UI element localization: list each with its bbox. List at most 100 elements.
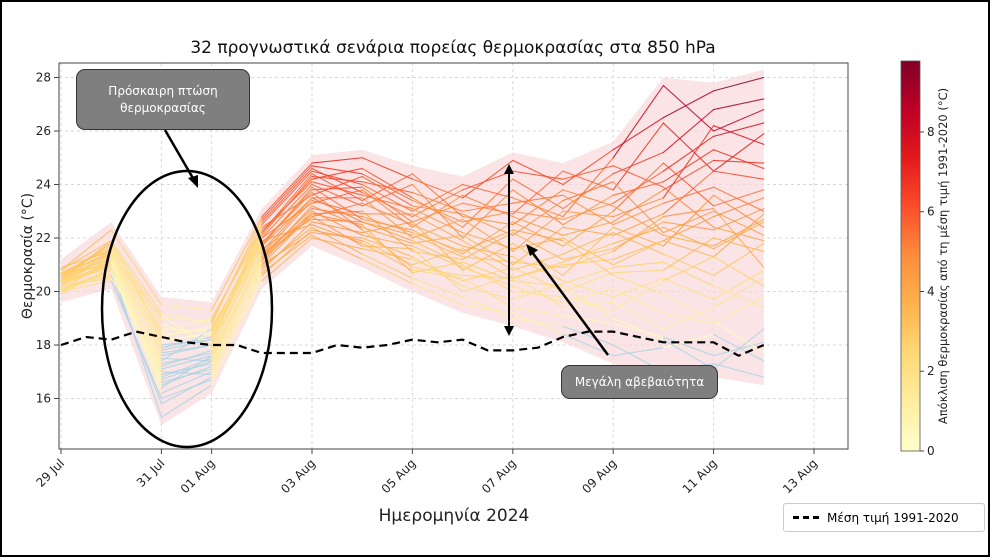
member-segment (612, 317, 664, 341)
member-segment (462, 202, 514, 212)
dip-highlight-ellipse (100, 169, 274, 449)
x-tick-label: 05 Aug (379, 456, 419, 496)
ensemble-member-12 (60, 237, 765, 418)
member-segment (612, 280, 664, 311)
member-segment (713, 170, 765, 180)
member-segment (562, 315, 614, 325)
member-segment (612, 84, 664, 159)
member-segment (261, 216, 313, 260)
member-segment (662, 339, 715, 370)
member-segment (662, 170, 715, 215)
member-segment (261, 226, 313, 268)
member-segment (713, 210, 765, 236)
member-segment (512, 261, 564, 279)
member-segment (261, 181, 313, 231)
member-segment (462, 178, 514, 228)
member-segment (411, 266, 464, 277)
member-segment (562, 242, 614, 263)
member-segment (662, 135, 715, 172)
member-segment (713, 221, 765, 250)
member-segment (60, 242, 112, 277)
member-segment (110, 269, 162, 381)
member-segment (361, 167, 413, 199)
member-segment (612, 189, 664, 223)
member-segment (562, 288, 614, 303)
member-segment (311, 226, 363, 255)
x-tick-label: 03 Aug (278, 456, 318, 496)
legend-label: Μέση τιμή 1991-2020 (827, 510, 959, 525)
colorbar-label: Απόκλιση θερμοκρασίας από τη μέση τιμή 1… (936, 88, 950, 424)
member-segment (311, 224, 363, 244)
member-segment (462, 189, 514, 239)
dip-arrow (163, 129, 196, 181)
member-segment (462, 221, 514, 255)
member-segment (110, 264, 162, 370)
member-segment (311, 216, 363, 247)
member-segment (612, 277, 664, 298)
member-segment (311, 232, 363, 239)
member-segment (211, 224, 263, 322)
member-segment (562, 181, 614, 202)
member-segment (662, 256, 715, 282)
member-segment (662, 237, 715, 271)
member-segment (512, 266, 564, 293)
member-segment (211, 229, 263, 319)
member-segment (662, 336, 715, 357)
member-segment (110, 250, 162, 343)
uncertainty-arrow (530, 251, 610, 356)
member-segment (361, 253, 413, 279)
member-segment (512, 189, 564, 226)
member-segment (211, 221, 263, 349)
member-segment (60, 240, 112, 271)
member-segment (160, 360, 213, 381)
member-segment (361, 183, 413, 207)
member-segment (60, 253, 112, 282)
member-segment (562, 232, 614, 255)
member-segment (713, 285, 765, 309)
member-segment (562, 149, 614, 186)
x-axis: 29 Jul 31 Jul 01 Aug 03 Aug 05 Aug 07 Aug 09 A… (33, 449, 820, 496)
member-segment (361, 234, 413, 247)
member-segment (662, 261, 715, 287)
member-segment (713, 159, 765, 164)
member-segment (512, 256, 564, 282)
member-segment (211, 266, 263, 365)
member-segment (361, 221, 413, 242)
member-segment (110, 253, 162, 317)
member-segment (361, 175, 413, 207)
member-segment (562, 189, 614, 207)
colorbar-tick-label: 6 (927, 205, 935, 219)
climatology-series (60, 330, 765, 357)
member-segment (713, 149, 765, 169)
member-segment (411, 191, 464, 212)
ensemble-member-18 (60, 210, 765, 375)
y-tick-label: 26 (36, 124, 51, 138)
member-segment (562, 202, 614, 220)
member-segment (160, 344, 213, 354)
member-segment (411, 250, 464, 260)
legend: Μέση τιμή 1991-2020 (783, 503, 985, 532)
member-segment (311, 183, 363, 207)
member-segment (361, 221, 413, 234)
member-segment (562, 280, 614, 298)
member-segment (512, 229, 564, 242)
member-segment (512, 221, 564, 247)
member-segment (713, 197, 765, 218)
member-segment (662, 306, 715, 330)
member-segment (261, 197, 313, 247)
member-segment (361, 226, 413, 244)
member-segment (160, 317, 213, 333)
member-segment (361, 216, 413, 234)
colorbar-tick-label: 2 (927, 364, 935, 378)
member-segment (211, 232, 263, 333)
member-segment (713, 242, 765, 277)
member-segment (512, 178, 564, 210)
member-segment (361, 248, 413, 260)
member-segment (411, 234, 464, 258)
member-segment (311, 197, 363, 223)
member-segment (462, 232, 514, 260)
member-segment (512, 280, 564, 287)
member-segment (211, 245, 263, 346)
